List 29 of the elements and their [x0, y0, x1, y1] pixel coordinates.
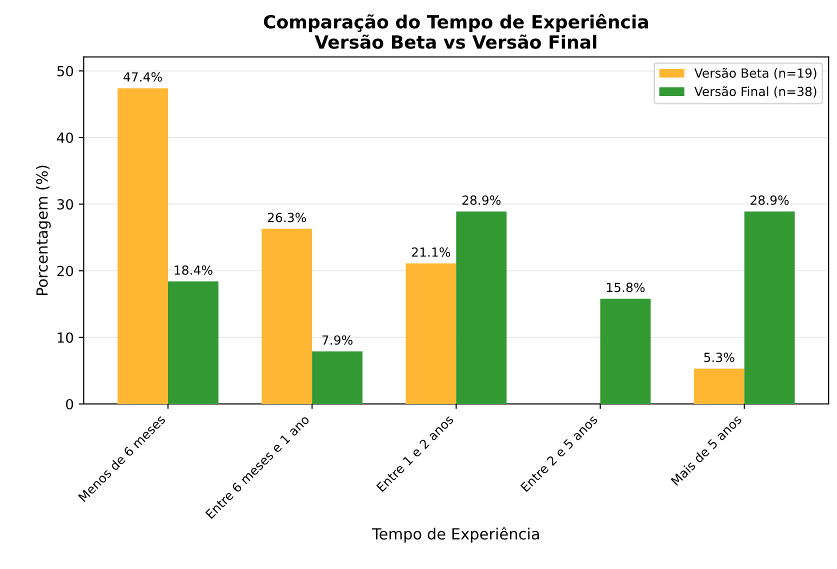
data-label: 7.9% — [322, 335, 352, 345]
y-tick-label: 10 — [58, 332, 74, 343]
data-label: 21.1% — [412, 247, 450, 257]
legend-label: Versão Beta (n=19) — [694, 68, 816, 80]
y-tick-label: 50 — [57, 66, 74, 76]
bar — [694, 368, 744, 404]
bar — [262, 228, 312, 404]
bar — [600, 298, 651, 404]
y-tick-label: 40 — [56, 132, 74, 143]
chart-title: Comparação do Tempo de Experiência Versão Beta vs Versão Final — [264, 14, 648, 49]
data-label: 47.4% — [124, 72, 162, 82]
data-label: 28.9% — [462, 195, 501, 205]
y-tick-label: 20 — [57, 266, 74, 276]
y-tick-label: 0 — [66, 398, 74, 410]
legend-label: Versão Final (n=38) — [694, 86, 816, 98]
bar — [406, 263, 456, 404]
bar — [168, 281, 218, 404]
data-label: 15.8% — [606, 282, 645, 292]
bar — [118, 88, 168, 404]
data-label: 5.3% — [704, 352, 734, 362]
data-label: 18.4% — [174, 265, 212, 275]
data-label: 28.9% — [750, 195, 789, 205]
data-label: 26.3% — [268, 212, 306, 222]
bar — [744, 211, 795, 404]
x-axis-title: Tempo de Experiência — [372, 527, 539, 543]
y-tick-label: 30 — [57, 199, 74, 210]
y-axis-title: Porcentagem (%) — [36, 166, 51, 295]
bar — [456, 211, 507, 404]
bar — [312, 351, 363, 404]
